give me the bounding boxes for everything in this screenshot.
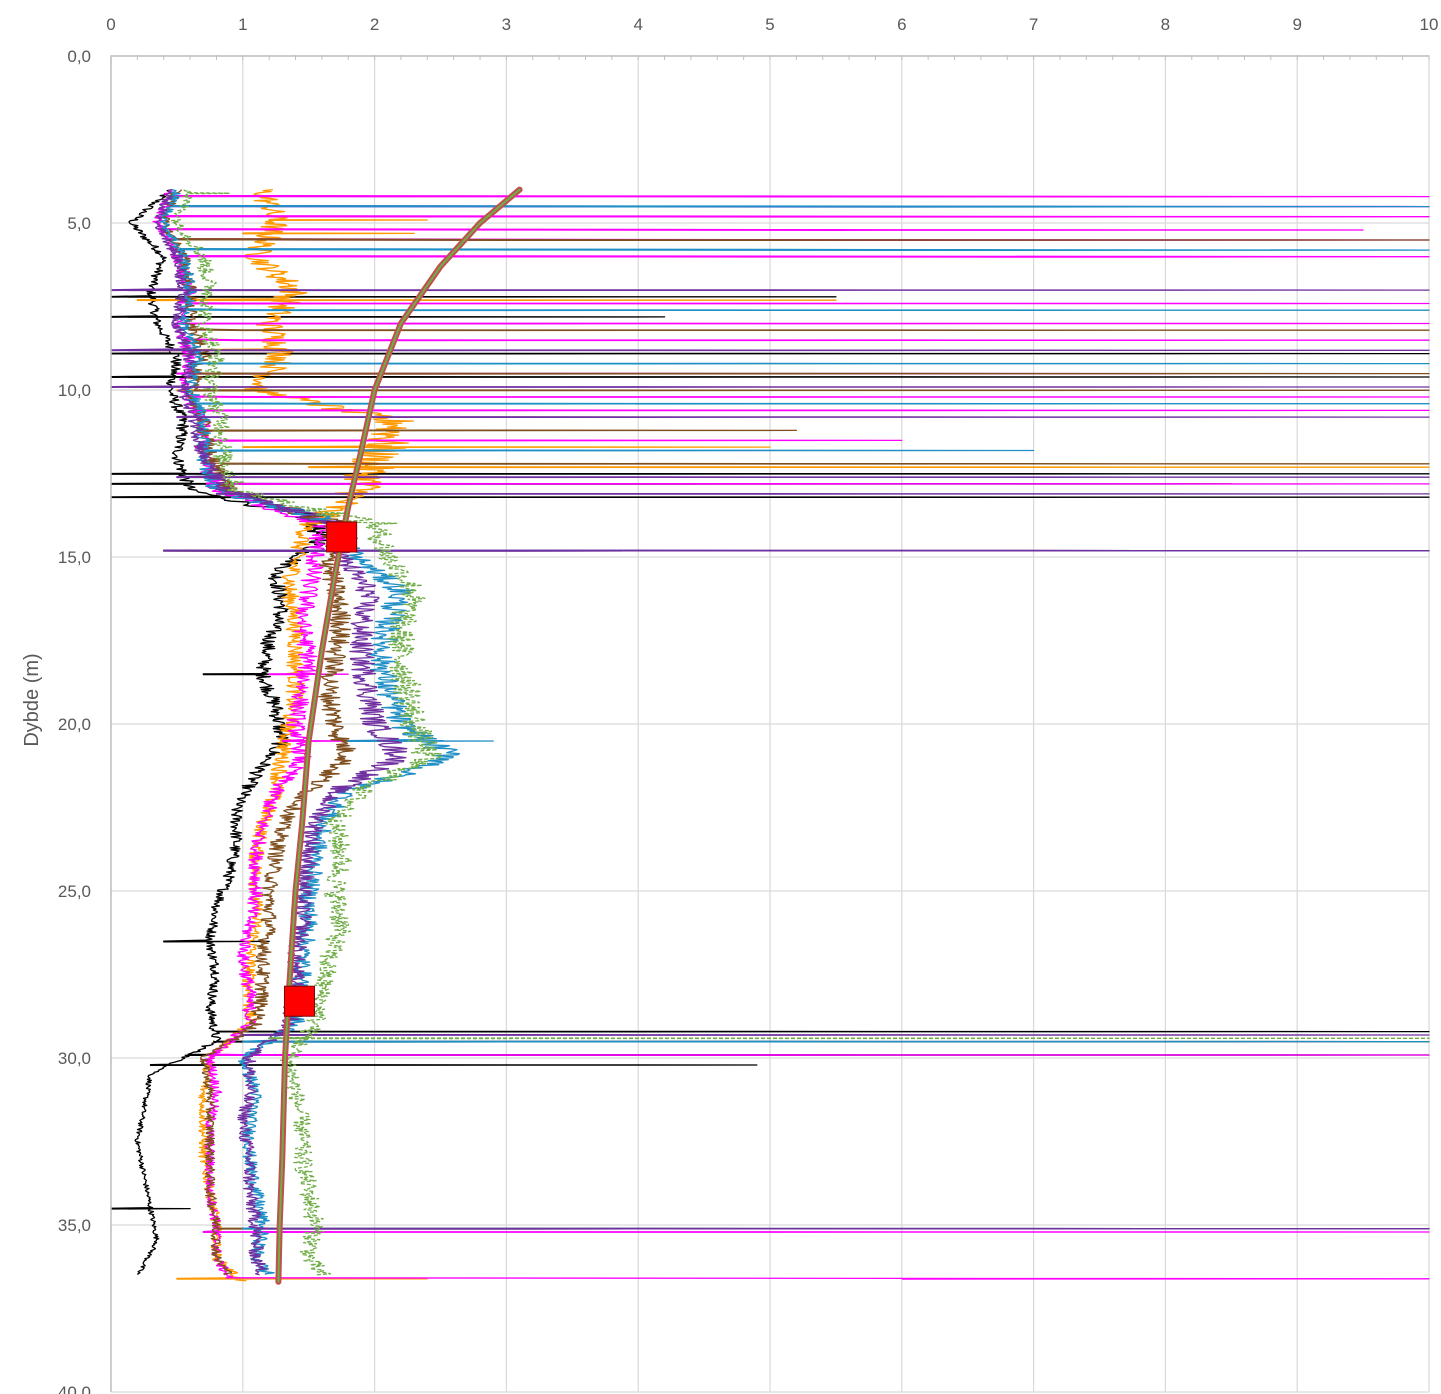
y-tick-label: 20,0: [58, 715, 91, 734]
trend-layer: [275, 186, 523, 1285]
y-tick-label: 5,0: [67, 214, 91, 233]
x-tick-label: 10: [1420, 15, 1439, 34]
y-tick-label: 35,0: [58, 1216, 91, 1235]
marker-layer: [283, 521, 358, 1017]
y-tick-label: 25,0: [58, 882, 91, 901]
x-tick-label: 2: [370, 15, 379, 34]
y-tick-label: 40,0: [58, 1383, 91, 1394]
x-tick-label: 4: [633, 15, 642, 34]
series-line-7: [171, 189, 1430, 1276]
x-tick-label: 7: [1029, 15, 1038, 34]
series-layer: [110, 188, 1430, 1282]
series-line-4: [161, 189, 1430, 1276]
x-tick-label: 0: [106, 15, 115, 34]
y-tick-label: 10,0: [58, 381, 91, 400]
y-axis-title: Dybde (m): [21, 653, 43, 746]
x-tick-label: 5: [765, 15, 774, 34]
trend-line: [277, 188, 521, 1283]
data-marker: [326, 521, 358, 553]
x-tick-label: 8: [1161, 15, 1170, 34]
series-line-6: [110, 188, 1430, 1276]
x-tick-label: 1: [238, 15, 247, 34]
y-tick-label: 15,0: [58, 548, 91, 567]
x-tick-label: 3: [502, 15, 511, 34]
x-tick-label: 6: [897, 15, 906, 34]
y-tick-label: 30,0: [58, 1049, 91, 1068]
data-marker: [283, 985, 315, 1017]
x-tick-label: 9: [1292, 15, 1301, 34]
y-tick-label: 0,0: [67, 47, 91, 66]
axis-layer: 0 1 2 3 4 5 6 7 8 9 10 0,0 5,0 10,0 15,0 20,0 25,0 30,0 35…: [58, 15, 1439, 1394]
